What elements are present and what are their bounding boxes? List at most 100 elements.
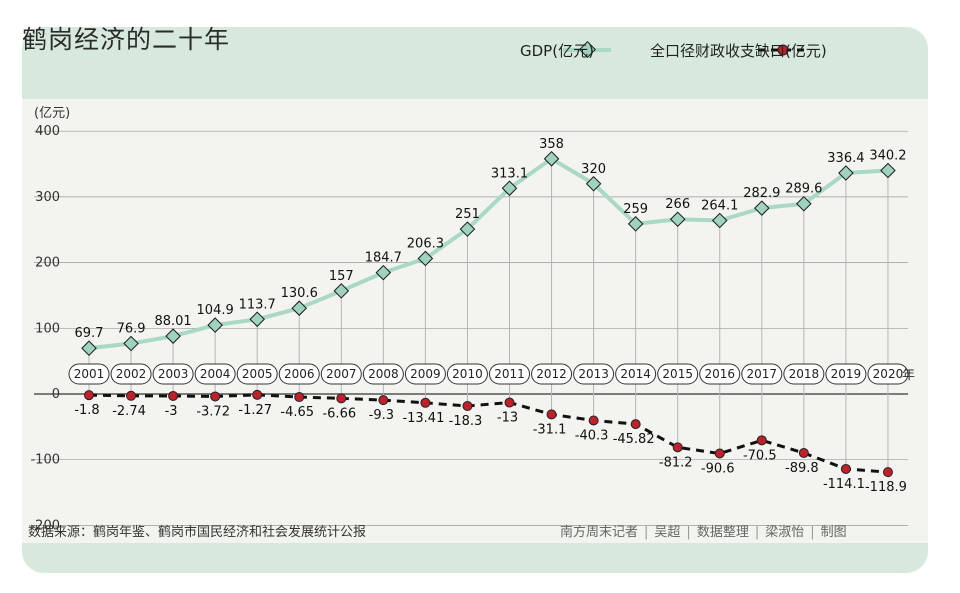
y-tick-label: 100 (35, 321, 60, 336)
x-tick-label: 2007 (326, 367, 357, 381)
year-pill (699, 363, 741, 385)
year-pill (320, 363, 362, 385)
y-tick-label: 400 (35, 124, 60, 139)
year-pill (236, 363, 278, 385)
gap-data-label: -1.27 (238, 403, 272, 418)
x-tick-label: 2004 (200, 367, 231, 381)
y-tick-label: 0 (52, 387, 60, 402)
x-tick-label: 2014 (620, 367, 651, 381)
credit-item: 梁淑怡 (765, 525, 805, 540)
y-axis-unit: (亿元) (34, 106, 70, 121)
gap-legend-icon (758, 44, 806, 56)
gdp-data-label: 259 (623, 202, 648, 217)
gdp-data-label: 88.01 (154, 314, 191, 329)
year-pill (825, 363, 867, 385)
x-tick-label: 2020 (873, 367, 904, 381)
gap-point (462, 401, 473, 412)
year-pill (783, 363, 825, 385)
gdp-data-label: 313.1 (491, 166, 528, 181)
gap-data-label: -89.8 (785, 461, 819, 476)
year-pill (615, 363, 657, 385)
gdp-point (81, 340, 97, 356)
gap-data-label: -114.1 (823, 477, 865, 492)
gdp-data-label: 340.2 (869, 148, 906, 163)
x-tick-label: 2002 (116, 367, 147, 381)
x-tick-label: 2013 (578, 367, 609, 381)
gap-data-label: -2.74 (112, 404, 146, 419)
gap-data-label: -6.66 (322, 406, 356, 421)
gdp-data-label: 130.6 (281, 286, 318, 301)
gdp-point (207, 317, 223, 333)
gdp-data-label: 104.9 (197, 303, 234, 318)
gap-data-label: -3 (165, 404, 178, 419)
x-tick-label: 2016 (704, 367, 735, 381)
x-axis-unit: 年 (902, 368, 915, 383)
gdp-point (501, 180, 518, 197)
gap-data-label: -13.41 (402, 411, 444, 426)
gap-point (840, 463, 851, 474)
gap-data-label: -90.6 (701, 462, 735, 477)
gdp-point (669, 211, 686, 228)
year-pill (68, 363, 110, 385)
gdp-point (375, 264, 392, 281)
year-pill (194, 363, 236, 385)
year-pill (573, 363, 615, 385)
x-tick-label: 2003 (158, 367, 189, 381)
y-tick-label: 300 (35, 190, 60, 205)
x-tick-label: 2010 (452, 367, 483, 381)
year-pill (278, 363, 320, 385)
x-tick-label: 2009 (410, 367, 441, 381)
x-tick-label: 2005 (242, 367, 273, 381)
gdp-legend-icon (563, 41, 611, 58)
x-tick-label: 2012 (536, 367, 567, 381)
x-tick-label: 2006 (284, 367, 315, 381)
gap-data-label: -9.3 (369, 408, 394, 423)
year-pill (867, 363, 909, 385)
legend-gdp-label: GDP(亿元) (520, 42, 594, 60)
gdp-point (880, 162, 896, 179)
gap-point (798, 447, 809, 458)
gdp-data-label: 336.4 (827, 151, 864, 166)
gdp-point (627, 216, 644, 232)
gap-point (168, 390, 179, 401)
gdp-data-label: 69.7 (75, 326, 104, 341)
x-tick-label: 2001 (74, 367, 105, 381)
gdp-point (796, 195, 812, 212)
credit-item: 南方周末记者 (560, 525, 639, 540)
footer-band (22, 543, 928, 573)
gdp-data-label: 184.7 (365, 251, 402, 266)
chart-card (22, 27, 928, 573)
gap-point (546, 409, 557, 420)
gap-data-label: -13 (497, 411, 518, 426)
gdp-data-label: 206.3 (407, 236, 444, 251)
gap-point (336, 393, 347, 404)
gdp-point (754, 200, 770, 216)
year-pill (362, 363, 404, 385)
x-tick-label: 2008 (368, 367, 399, 381)
gdp-point (249, 311, 265, 328)
gdp-point (459, 221, 476, 237)
gap-point (588, 415, 599, 426)
gdp-point (417, 250, 434, 267)
gap-point (126, 390, 137, 401)
year-pill (657, 363, 699, 385)
credits: 南方周末记者 | 吴超 | 数据整理 | 梁淑怡 | 制图 (560, 525, 847, 540)
gap-point (630, 419, 641, 430)
gdp-data-label: 266 (665, 197, 690, 212)
gap-point (294, 392, 305, 403)
page-title: 鹤岗经济的二十年 (22, 25, 231, 54)
gdp-data-label: 320 (581, 162, 606, 177)
y-tick-label: -100 (30, 453, 60, 468)
gdp-data-label: 264.1 (701, 198, 738, 213)
gap-data-label: -118.9 (865, 480, 907, 495)
gap-data-label: -1.8 (74, 403, 99, 418)
gdp-point (333, 283, 350, 299)
gap-point (714, 448, 725, 459)
gdp-data-label: 282.9 (743, 186, 780, 201)
gdp-data-label: 157 (329, 269, 354, 284)
gap-point (756, 435, 767, 446)
y-tick-label: -200 (30, 518, 60, 533)
gdp-point (711, 212, 728, 229)
year-pill (489, 363, 530, 385)
